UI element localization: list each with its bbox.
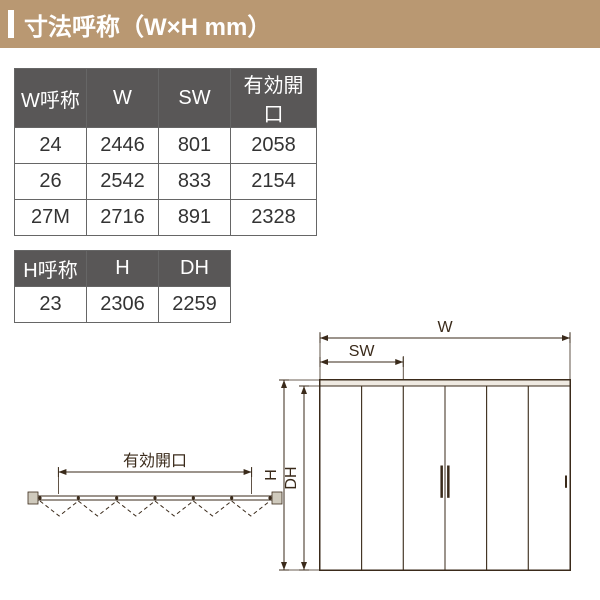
cell: 891	[159, 200, 231, 236]
table-row: 24 2446 801 2058	[15, 128, 317, 164]
cell: 24	[15, 128, 87, 164]
cell: 27M	[15, 200, 87, 236]
svg-text:有効開口: 有効開口	[123, 452, 187, 470]
technical-diagram: W SW HDH 有効開口	[0, 300, 600, 600]
title-accent-bar	[8, 10, 14, 38]
cell: 2446	[87, 128, 159, 164]
cell: 2154	[231, 164, 317, 200]
th-w: W	[87, 69, 159, 128]
th-dh: DH	[159, 251, 231, 287]
th-w-name: W呼称	[15, 69, 87, 128]
cell: 2716	[87, 200, 159, 236]
title-band: 寸法呼称（W×H mm）	[0, 0, 600, 48]
cell: 2542	[87, 164, 159, 200]
svg-text:W: W	[437, 319, 453, 336]
svg-text:SW: SW	[349, 343, 376, 360]
cell: 2328	[231, 200, 317, 236]
page-title: 寸法呼称（W×H mm）	[24, 7, 271, 42]
tables-container: W呼称 W SW 有効開口 24 2446 801 2058 26 2542 8…	[0, 48, 600, 323]
svg-text:DH: DH	[283, 466, 300, 489]
table-row: 27M 2716 891 2328	[15, 200, 317, 236]
cell: 801	[159, 128, 231, 164]
th-sw: SW	[159, 69, 231, 128]
th-h-name: H呼称	[15, 251, 87, 287]
svg-text:H: H	[263, 469, 280, 481]
cell: 26	[15, 164, 87, 200]
cell: 2058	[231, 128, 317, 164]
table-row: 26 2542 833 2154	[15, 164, 317, 200]
cell: 833	[159, 164, 231, 200]
th-h: H	[87, 251, 159, 287]
table-w-dimensions: W呼称 W SW 有効開口 24 2446 801 2058 26 2542 8…	[14, 68, 317, 236]
th-effective: 有効開口	[231, 69, 317, 128]
